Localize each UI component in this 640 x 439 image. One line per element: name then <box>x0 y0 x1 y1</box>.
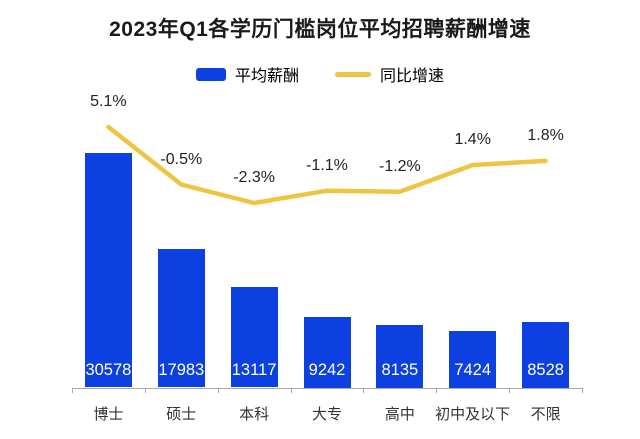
bar-硕士 <box>157 249 205 388</box>
chart-title: 2023年Q1各学历门槛岗位平均招聘薪酬增速 <box>109 18 531 41</box>
bar-value-label: 8135 <box>381 360 419 379</box>
x-axis-tick <box>290 387 292 393</box>
line-value-label: -2.3% <box>233 169 275 186</box>
bar-series-swatch-icon <box>195 67 226 81</box>
bar-不限 <box>522 322 570 388</box>
line-value-label: 1.4% <box>454 131 491 148</box>
bar-初中及以下 <box>449 330 497 388</box>
x-axis-tick <box>509 387 511 393</box>
category-label: 不限 <box>530 406 561 423</box>
bar-value-label: 8528 <box>527 360 564 379</box>
legend-item-average-salary: 平均薪酬 <box>195 62 299 86</box>
legend-line-label: 同比增速 <box>380 68 445 85</box>
x-axis-line <box>72 387 582 389</box>
category-label: 本科 <box>239 406 270 423</box>
legend: 平均薪酬 同比增速 <box>0 62 640 86</box>
line-series-swatch-icon <box>335 71 371 77</box>
x-axis-tick <box>436 387 438 393</box>
line-value-label: 5.1% <box>90 93 127 110</box>
line-value-label: -1.1% <box>306 156 348 174</box>
bar-value-label: 9242 <box>308 360 346 379</box>
x-axis-tick <box>144 387 146 393</box>
bar-高中 <box>376 325 424 388</box>
line-value-label: -0.5% <box>160 150 203 168</box>
bar-博士 <box>84 152 132 388</box>
bar-value-label: 13117 <box>231 360 277 379</box>
legend-bar-label: 平均薪酬 <box>234 68 299 85</box>
x-axis-tick <box>582 387 583 393</box>
growth-line <box>106 124 548 206</box>
legend-item-yoy-growth: 同比增速 <box>335 62 444 86</box>
line-value-label: 1.8% <box>527 126 564 144</box>
category-label: 大专 <box>311 406 342 423</box>
category-label: 高中 <box>384 406 415 423</box>
category-label: 硕士 <box>166 406 197 423</box>
category-label: 博士 <box>93 406 124 423</box>
bar-value-label: 17983 <box>158 360 205 379</box>
bar-value-label: 7424 <box>454 360 492 379</box>
bar-大专 <box>303 316 351 388</box>
x-axis-tick <box>363 387 365 393</box>
bar-本科 <box>230 286 278 388</box>
line-value-label: -1.2% <box>378 157 421 175</box>
category-label: 初中及以下 <box>435 406 511 423</box>
x-axis-tick <box>217 387 219 393</box>
x-axis-tick <box>72 387 73 393</box>
bar-value-label: 30578 <box>85 360 132 379</box>
